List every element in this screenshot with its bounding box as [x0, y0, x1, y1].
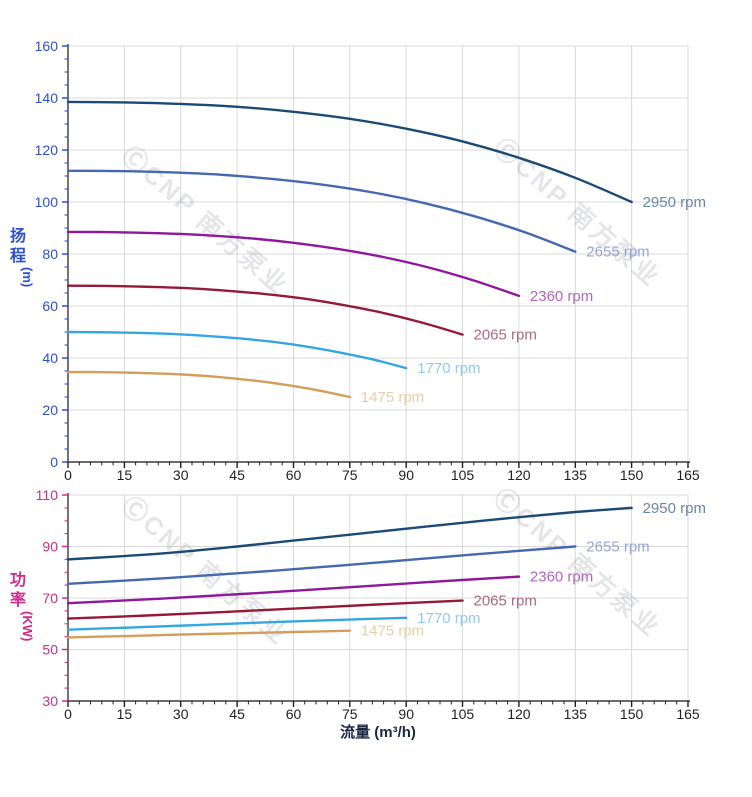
- curve-label-2655-rpm: 2655 rpm: [586, 244, 649, 261]
- curve-2065-rpm: [66, 284, 464, 336]
- y-tick-label: 30: [42, 693, 58, 709]
- x-axis-ticks: 0 15 30 45 60 75 90 105 120 135 150 165: [64, 462, 700, 483]
- curve-label-2360-rpm: 2360 rpm: [530, 288, 593, 305]
- y-axis-title: 功率 (KW): [10, 571, 35, 641]
- curve-label-1770-rpm: 1770 rpm: [417, 360, 480, 377]
- curve-label-2950-rpm: 2950 rpm: [643, 500, 706, 517]
- y-tick-label: 70: [42, 590, 58, 606]
- x-tick-label: 150: [620, 467, 644, 483]
- curve-1475-rpm: [66, 629, 352, 639]
- y-axis-ticks: 0 20 40 60 80 100 120 140 160: [35, 38, 68, 470]
- curve-2655-rpm: [66, 545, 577, 586]
- x-axis-ticks: 0 15 30 45 60 75 90 105 120 135 150 165: [64, 701, 700, 722]
- x-tick-label: 135: [564, 706, 588, 722]
- y-tick-label: 20: [42, 402, 58, 418]
- y-axis-title: 扬程 (m): [10, 226, 35, 287]
- curve-2360-rpm: [66, 575, 521, 605]
- curve-2655-rpm: [66, 169, 577, 253]
- curve-2950-rpm: [66, 100, 633, 204]
- x-tick-label: 135: [564, 467, 588, 483]
- x-tick-label: 30: [173, 467, 189, 483]
- x-tick-label: 30: [173, 706, 189, 722]
- y-tick-label: 160: [35, 38, 59, 54]
- y-axis-unit: (KW): [20, 611, 35, 641]
- x-tick-label: 0: [64, 706, 72, 722]
- curve-1770-rpm: [66, 616, 408, 631]
- y-tick-label: 90: [42, 539, 58, 555]
- curve-label-2065-rpm: 2065 rpm: [474, 593, 537, 610]
- y-axis-unit: (m): [20, 267, 35, 287]
- y-tick-label: 140: [35, 90, 59, 106]
- x-tick-label: 45: [229, 467, 245, 483]
- x-tick-label: 60: [286, 706, 302, 722]
- y-tick-label: 80: [42, 246, 58, 262]
- x-tick-label: 15: [117, 467, 133, 483]
- y-tick-label: 60: [42, 298, 58, 314]
- x-tick-label: 120: [507, 467, 531, 483]
- x-tick-label: 90: [398, 706, 414, 722]
- y-axis-title-char: 程: [10, 247, 26, 265]
- y-tick-label: 50: [42, 642, 58, 658]
- curve-label-2065-rpm: 2065 rpm: [474, 327, 537, 344]
- curve-2360-rpm: [66, 230, 521, 298]
- x-tick-label: 0: [64, 467, 72, 483]
- y-axis-ticks: 30 50 70 90 110: [36, 487, 68, 709]
- y-tick-label: 40: [42, 350, 58, 366]
- y-axis-title-char: 扬: [10, 226, 26, 245]
- curve-label-2655-rpm: 2655 rpm: [586, 539, 649, 556]
- x-tick-label: 75: [342, 706, 358, 722]
- x-tick-label: 75: [342, 467, 358, 483]
- y-tick-label: 120: [35, 142, 59, 158]
- x-tick-label: 165: [676, 467, 700, 483]
- curve-2065-rpm: [66, 599, 464, 620]
- curve-label-1475-rpm: 1475 rpm: [361, 623, 424, 640]
- x-tick-label: 60: [286, 467, 302, 483]
- x-tick-label: 105: [451, 467, 475, 483]
- gridlines: [68, 45, 689, 462]
- curve-label-2360-rpm: 2360 rpm: [530, 569, 593, 586]
- curve-label-2950-rpm: 2950 rpm: [643, 194, 706, 211]
- x-axis-title: 流量 (m³/h): [340, 723, 416, 741]
- curve-1770-rpm: [66, 330, 408, 370]
- x-tick-label: 165: [676, 706, 700, 722]
- x-tick-label: 45: [229, 706, 245, 722]
- x-tick-label: 90: [398, 467, 414, 483]
- x-tick-label: 150: [620, 706, 644, 722]
- y-tick-label: 100: [35, 194, 59, 210]
- x-tick-label: 120: [507, 706, 531, 722]
- curve-1475-rpm: [66, 370, 352, 399]
- y-axis-title-char: 率: [10, 590, 26, 609]
- y-axis-title-char: 功: [10, 571, 26, 589]
- x-tick-label: 105: [451, 706, 475, 722]
- curve-label-1770-rpm: 1770 rpm: [417, 610, 480, 627]
- curve-label-1475-rpm: 1475 rpm: [361, 389, 424, 406]
- y-tick-label: 110: [36, 487, 59, 503]
- curve-2950-rpm: [66, 506, 633, 561]
- y-tick-label: 0: [50, 454, 58, 470]
- x-tick-label: 15: [117, 706, 133, 722]
